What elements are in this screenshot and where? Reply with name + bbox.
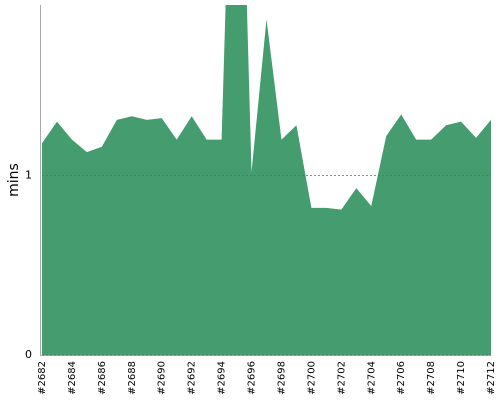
x-tick-label: #2690 bbox=[157, 361, 168, 395]
x-tick-label: #2692 bbox=[187, 361, 198, 395]
x-tick-label: #2700 bbox=[306, 361, 317, 395]
x-tick-label: #2702 bbox=[336, 361, 347, 395]
x-tick-label: #2710 bbox=[456, 361, 467, 395]
x-tick-label: #2686 bbox=[97, 361, 108, 395]
y-tick-label: 0 bbox=[25, 348, 32, 361]
x-tick-label: #2688 bbox=[127, 361, 138, 395]
x-tick-label: #2684 bbox=[67, 361, 78, 395]
x-tick-label: #2706 bbox=[396, 361, 407, 395]
y-tick-label: 1 bbox=[25, 169, 32, 182]
x-tick-label: #2698 bbox=[276, 361, 287, 395]
x-tick-label: #2712 bbox=[486, 361, 497, 395]
x-tick-label: #2694 bbox=[217, 361, 228, 395]
x-tick-label: #2708 bbox=[426, 361, 437, 395]
y-axis-label: mins bbox=[6, 163, 22, 197]
x-tick-label: #2704 bbox=[366, 361, 377, 395]
area bbox=[42, 5, 491, 355]
x-tick-label: #2682 bbox=[37, 361, 48, 395]
x-tick-label: #2696 bbox=[247, 361, 258, 395]
